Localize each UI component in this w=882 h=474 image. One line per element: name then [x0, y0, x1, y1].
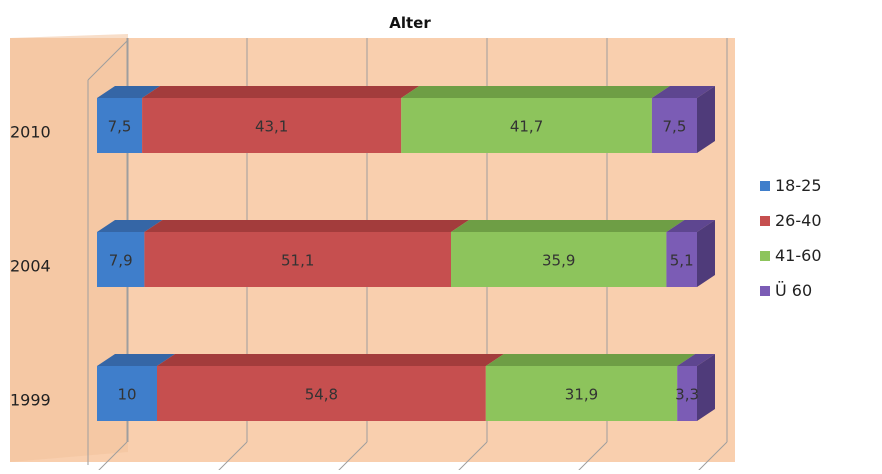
- bar-top-face: [142, 86, 420, 98]
- data-label: 10: [117, 386, 136, 404]
- legend-label: 26-40: [775, 211, 822, 230]
- data-label: 43,1: [255, 118, 288, 136]
- bar-segment: [142, 98, 402, 153]
- bars: 7,5 43,1 41,7 7,5 7,9 51,1 35,9 5,1 10 54,8 31,9 3,…: [97, 86, 715, 421]
- bar-top-face: [97, 354, 175, 366]
- data-label: 7,9: [109, 252, 133, 270]
- legend-swatch: [760, 251, 770, 261]
- legend-swatch: [760, 286, 770, 296]
- bar-segment: [485, 366, 678, 421]
- bar-segment: [651, 98, 697, 153]
- bar-top-face: [666, 220, 715, 232]
- gridline-floor: [216, 441, 248, 473]
- data-label: 5,1: [670, 252, 694, 270]
- bar-segment: [401, 98, 652, 153]
- legend-swatch: [760, 216, 770, 226]
- bar-top-face: [401, 86, 670, 98]
- data-label: 3,3: [675, 386, 699, 404]
- legend-label: Ü 60: [775, 281, 812, 300]
- data-label: 35,9: [542, 252, 575, 270]
- bar-top-face: [97, 220, 163, 232]
- legend: 18-25 26-40 41-60 Ü 60: [760, 176, 822, 300]
- bar-segment: [97, 232, 145, 287]
- bar-side-face: [697, 354, 715, 421]
- bar-top-face: [451, 220, 685, 232]
- bar-top-face: [677, 354, 715, 366]
- data-label: 7,5: [108, 118, 132, 136]
- gridline-floor: [576, 441, 608, 473]
- data-label: 31,9: [565, 386, 598, 404]
- axis-line-top: [87, 39, 129, 81]
- bar-segment: [677, 366, 697, 421]
- bar-segment: [666, 232, 697, 287]
- bar-top-face: [651, 86, 715, 98]
- category-label: 2004: [10, 257, 51, 276]
- category-labels: 2010 2004 1999: [10, 123, 51, 410]
- bar-segment: [97, 98, 143, 153]
- gridline-floor: [96, 441, 128, 473]
- bar-segment: [144, 232, 451, 287]
- data-label: 54,8: [305, 386, 338, 404]
- bar-side-face: [697, 220, 715, 287]
- category-label: 2010: [10, 123, 51, 142]
- gridline-floor: [456, 441, 488, 473]
- bar-side-face: [697, 86, 715, 153]
- category-label: 1999: [10, 391, 51, 410]
- bar-segment: [451, 232, 667, 287]
- gridline-floor: [696, 441, 728, 473]
- bar-top-face: [485, 354, 696, 366]
- chart-title: Alter: [389, 14, 431, 32]
- bar-top-face: [97, 86, 161, 98]
- legend-label: 41-60: [775, 246, 822, 265]
- bar-segment: [97, 366, 157, 421]
- legend-swatch: [760, 181, 770, 191]
- bar-top-face: [157, 354, 504, 366]
- bar-segment: [157, 366, 486, 421]
- legend-label: 18-25: [775, 176, 822, 195]
- bar-top-face: [144, 220, 469, 232]
- data-label: 51,1: [281, 252, 314, 270]
- data-label: 7,5: [663, 118, 687, 136]
- data-label: 41,7: [510, 118, 543, 136]
- gridline-floor: [336, 441, 368, 473]
